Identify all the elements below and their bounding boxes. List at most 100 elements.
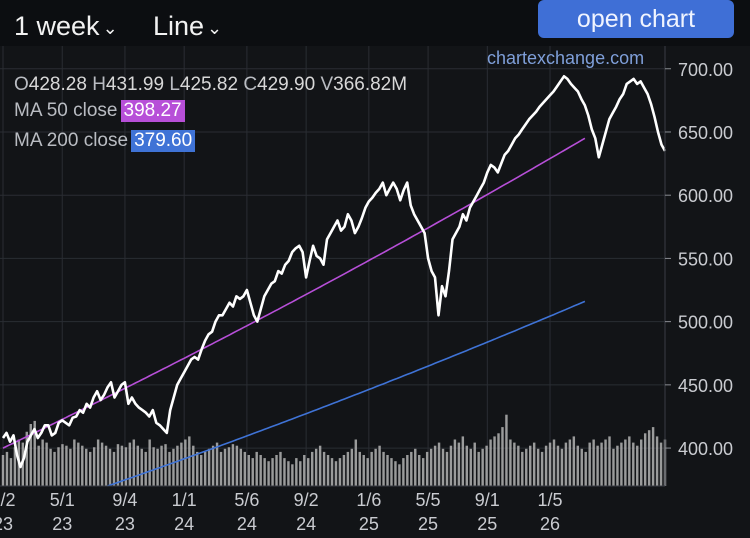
y-tick-label: 600.00 xyxy=(678,186,733,206)
volume-bar xyxy=(318,445,322,486)
y-tick-label: 450.00 xyxy=(678,376,733,396)
x-tick-label: 1/5 xyxy=(538,490,563,510)
volume-bar xyxy=(370,451,373,486)
volume-bar xyxy=(65,445,68,486)
price-chart: 700.00 650.00 600.00 550.00 500.00 450.00 400.… xyxy=(0,46,733,534)
volume-bar xyxy=(322,451,326,486)
volume-bar xyxy=(100,442,104,486)
volume-bar xyxy=(485,445,488,486)
volume-bar xyxy=(215,442,219,486)
volume-bar xyxy=(441,448,445,486)
volume-bar xyxy=(548,442,552,486)
volume-bar xyxy=(481,448,484,486)
volume-bar xyxy=(354,439,358,486)
chart-area[interactable]: 700.00 650.00 600.00 550.00 500.00 450.00 400.… xyxy=(0,46,750,538)
volume-bar xyxy=(73,439,76,486)
volume-bar xyxy=(576,445,580,486)
volume-bar xyxy=(473,442,476,486)
x-tick-label: 5/6 xyxy=(234,490,259,510)
volume-bar xyxy=(560,448,564,486)
volume-bar xyxy=(437,442,441,486)
ma200-value-badge: 379.60 xyxy=(131,130,196,152)
x-tick-label: 1/2 xyxy=(0,490,16,510)
x-tick-label: 1/6 xyxy=(356,490,381,510)
volume-bar xyxy=(104,445,108,486)
x-tick-label: 9/4 xyxy=(112,490,137,510)
volume-bar xyxy=(81,445,84,486)
volume-bar xyxy=(251,458,254,486)
volume-bar xyxy=(350,448,354,486)
volume-bar xyxy=(219,451,223,486)
volume-bar xyxy=(85,448,88,486)
y-tick-label: 500.00 xyxy=(678,313,733,333)
volume-bar xyxy=(231,444,235,486)
volume-bar xyxy=(465,445,469,486)
open-chart-button[interactable]: open chart xyxy=(538,0,734,38)
volume-bar xyxy=(77,442,80,486)
volume-bar xyxy=(49,448,52,486)
range-label: 1 week xyxy=(14,11,100,41)
volume-bar xyxy=(88,451,92,486)
ma200-label: MA 200 close xyxy=(14,130,129,151)
volume-bar xyxy=(1,455,5,486)
volume-bar xyxy=(196,451,199,486)
volume-bar xyxy=(255,451,258,486)
volume-bar xyxy=(596,445,599,486)
open-prefix: O xyxy=(14,74,29,95)
volume-bar xyxy=(96,439,100,486)
volume-bar xyxy=(287,461,290,486)
chart-type-dropdown[interactable]: Line ⌄ xyxy=(153,11,222,42)
volume-bar xyxy=(592,439,595,486)
y-tick-label: 550.00 xyxy=(678,249,733,269)
volume-bar xyxy=(267,461,270,486)
volume-bar xyxy=(552,439,556,486)
volume-bar xyxy=(334,461,338,486)
volume-bar xyxy=(303,455,306,486)
ma50-legend: MA 50 close 398.27 xyxy=(14,100,185,122)
volume-bar xyxy=(608,436,611,486)
volume-bar xyxy=(247,455,250,486)
chevron-down-icon: ⌄ xyxy=(207,18,223,38)
volume-bar xyxy=(192,445,195,486)
volume-bar xyxy=(33,420,36,486)
close-value: 429.90 xyxy=(257,74,316,95)
volume-bar xyxy=(283,458,286,486)
volume-bar xyxy=(469,448,472,486)
y-tick-label: 700.00 xyxy=(678,60,733,80)
volume-bar xyxy=(632,442,635,486)
volume-bar xyxy=(493,436,496,486)
volume-bar xyxy=(398,464,401,486)
volume-bar xyxy=(477,451,480,486)
volume-bar xyxy=(41,439,44,486)
x-tick-year: 24 xyxy=(296,514,316,534)
low-value: 425.82 xyxy=(179,74,239,95)
high-value: 431.99 xyxy=(105,74,165,95)
volume-bar xyxy=(386,455,389,486)
volume-bar xyxy=(529,445,532,486)
volume-bar xyxy=(525,448,528,486)
close-prefix: C xyxy=(243,74,258,95)
x-tick-label: 9/1 xyxy=(475,490,500,510)
ma50-label: MA 50 close xyxy=(14,100,118,121)
volume-bar xyxy=(489,439,492,486)
volume-bar xyxy=(120,445,124,486)
volume-bar xyxy=(299,461,302,486)
x-tick-label: 1/1 xyxy=(172,490,197,510)
x-tick-year: 25 xyxy=(477,514,497,534)
volume-bar xyxy=(449,445,453,486)
volume-bar xyxy=(394,461,397,486)
x-tick-year: 26 xyxy=(540,514,560,534)
volume-bar xyxy=(521,451,524,486)
volume-bar xyxy=(433,445,437,486)
volume-bar xyxy=(362,455,365,486)
volume-bar xyxy=(124,447,128,486)
volume-bar xyxy=(176,445,179,486)
x-tick-year: 23 xyxy=(0,514,13,534)
volume-bar xyxy=(536,448,540,486)
volume-bar xyxy=(37,445,40,486)
volume-bar xyxy=(243,451,247,486)
volume-bar xyxy=(513,442,516,486)
volume-bar xyxy=(600,442,603,486)
volume-bar xyxy=(116,444,120,486)
range-dropdown[interactable]: 1 week ⌄ xyxy=(14,11,118,42)
